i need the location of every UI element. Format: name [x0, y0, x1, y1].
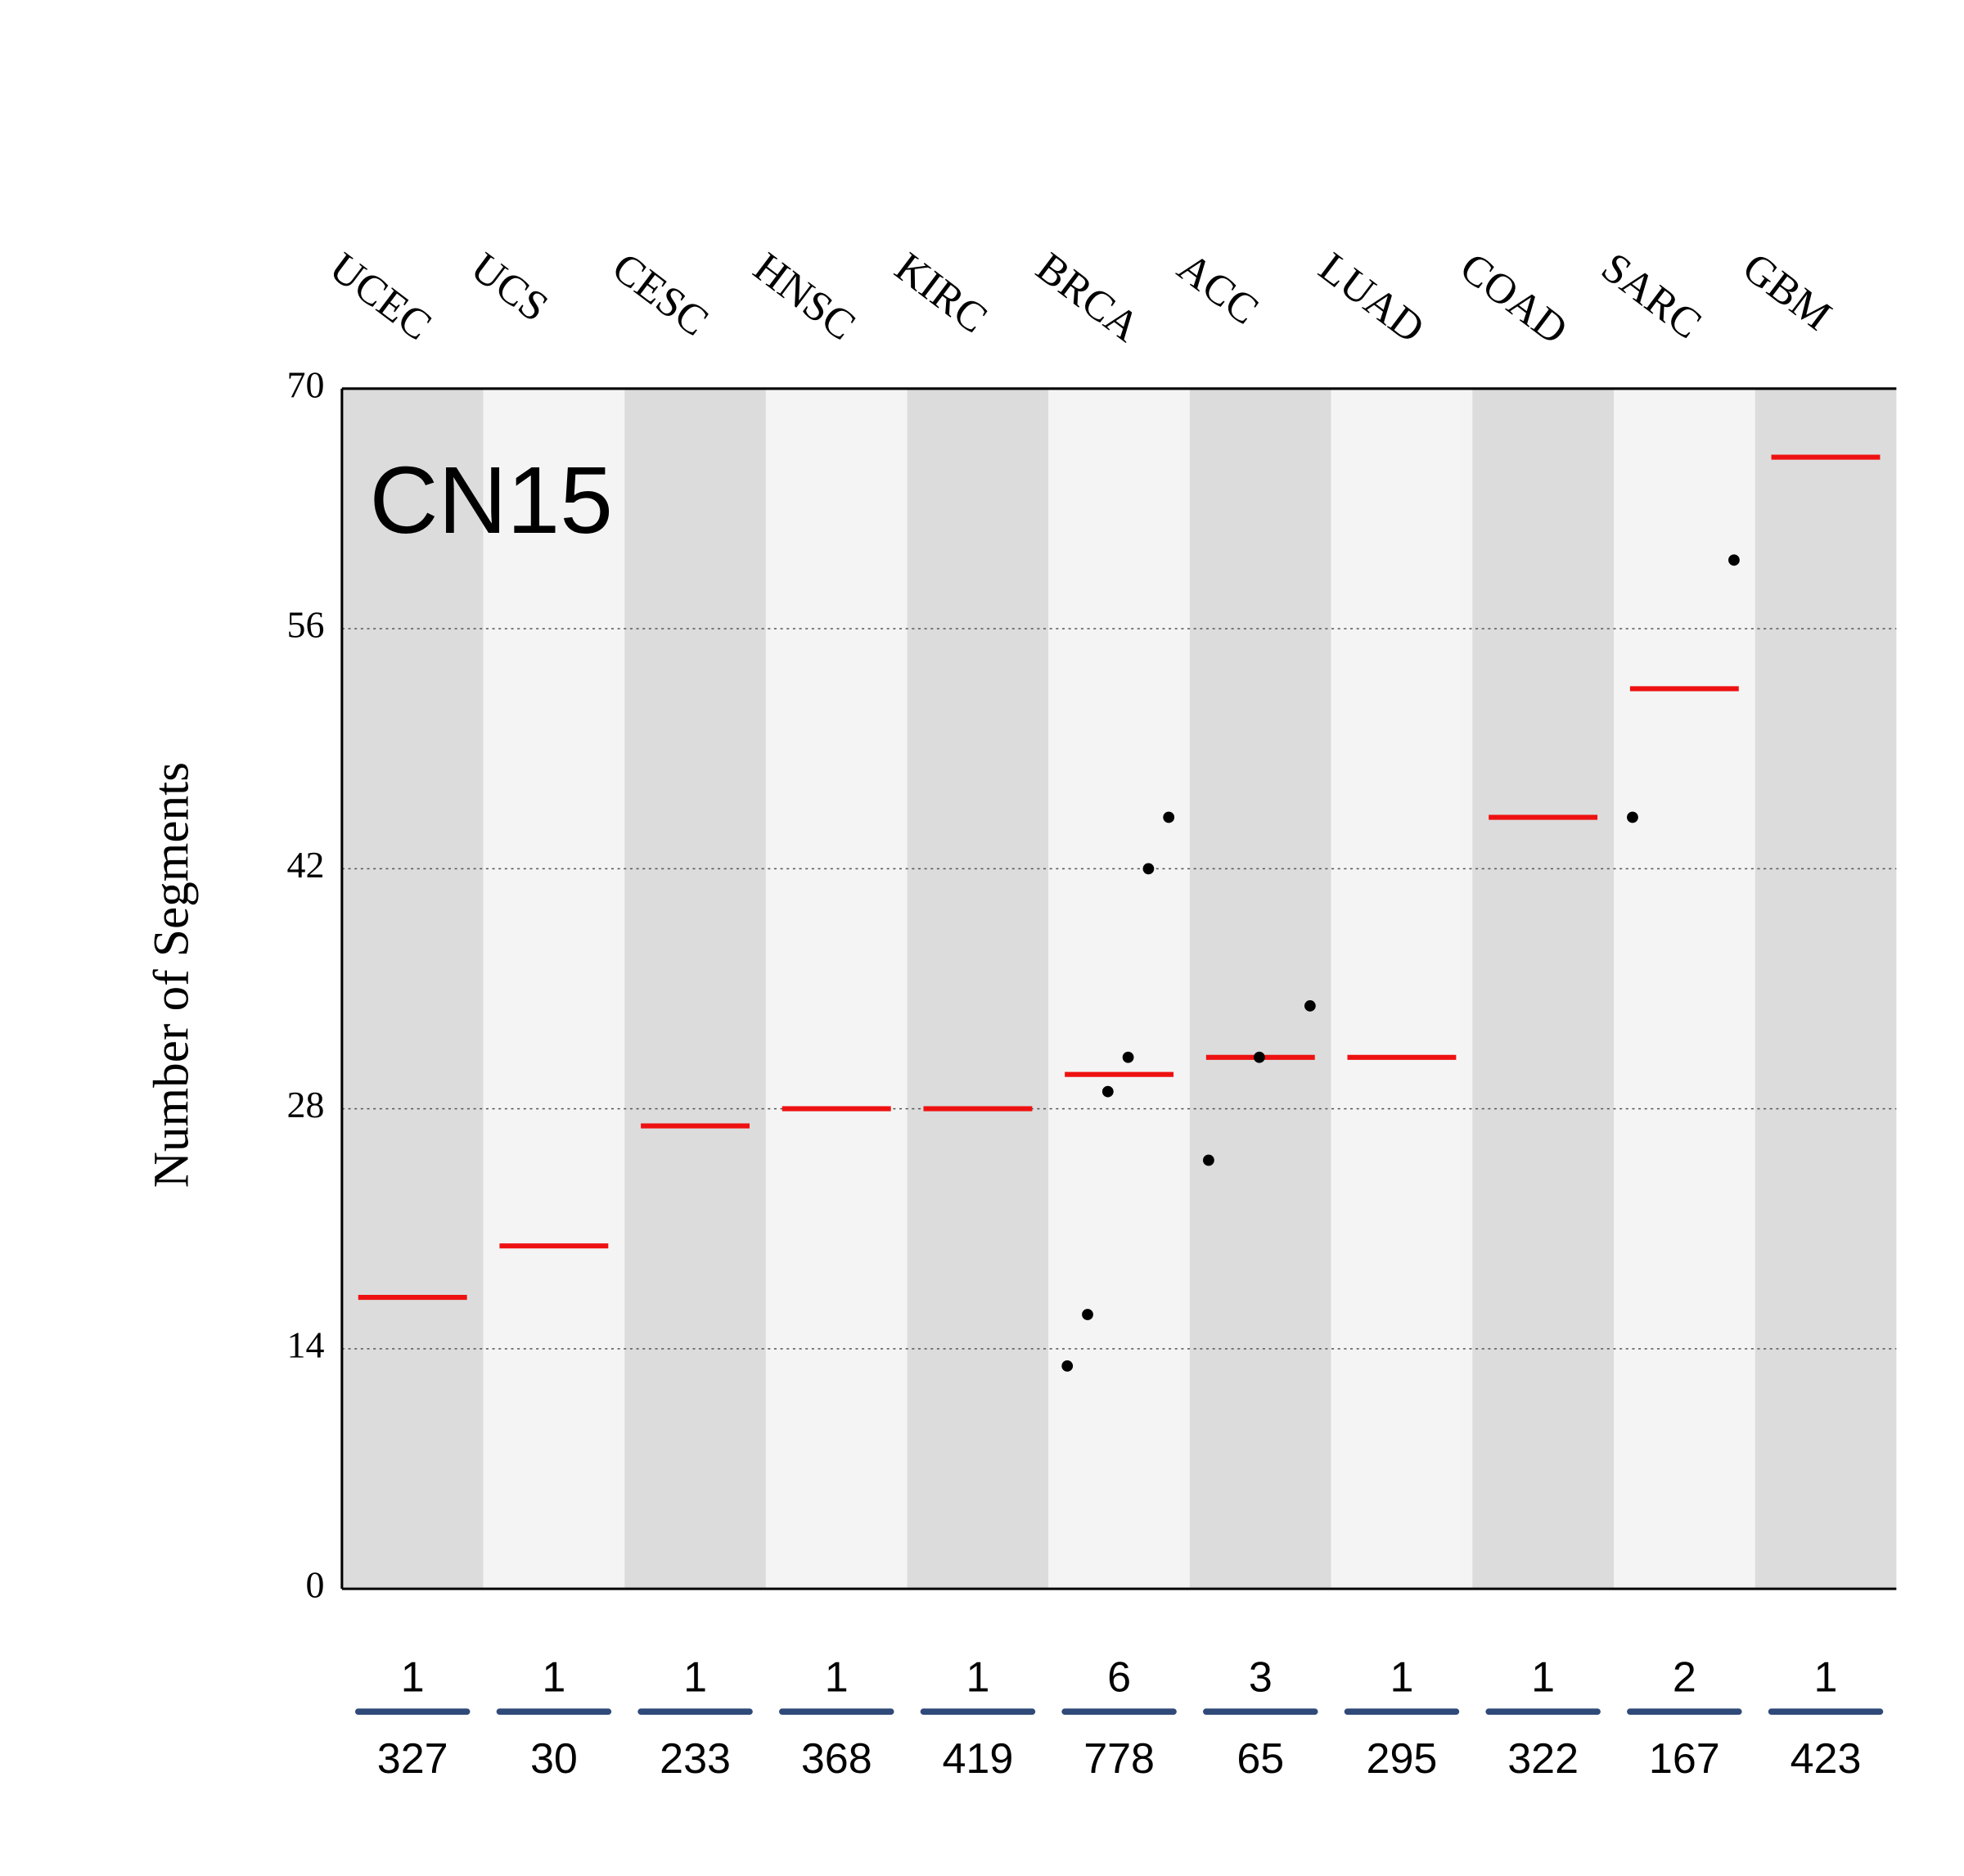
y-tick-label: 14 [287, 1324, 325, 1365]
y-tick-label: 56 [287, 604, 325, 646]
category-label: HNSC [745, 244, 863, 349]
y-tick-label: 0 [305, 1564, 324, 1606]
y-tick-label: 70 [287, 363, 325, 405]
count-label: 1 [966, 1654, 989, 1702]
total-label: 167 [1649, 1735, 1720, 1783]
column-band [907, 388, 1049, 1590]
count-label: 1 [1390, 1654, 1413, 1702]
total-label: 419 [943, 1735, 1014, 1783]
total-label: 368 [801, 1735, 872, 1783]
column-band [1613, 388, 1755, 1590]
column-band [1472, 388, 1614, 1590]
column-band [1048, 388, 1190, 1590]
count-label: 6 [1107, 1654, 1131, 1702]
column-band [765, 388, 908, 1590]
count-label: 1 [401, 1654, 425, 1702]
total-label: 327 [377, 1735, 448, 1783]
total-label: 295 [1367, 1735, 1438, 1783]
category-label: SARC [1592, 244, 1709, 348]
count-label: 1 [825, 1654, 849, 1702]
category-label: UCEC [321, 244, 439, 349]
y-tick-label: 42 [287, 844, 325, 886]
total-label: 423 [1791, 1735, 1862, 1783]
category-label: BRCA [1028, 244, 1149, 351]
category-label: LUAD [1310, 244, 1433, 352]
sample-dot [1163, 811, 1175, 823]
total-label: 233 [660, 1735, 731, 1783]
column-band [341, 388, 484, 1590]
column-band [1331, 388, 1473, 1590]
count-label: 2 [1673, 1654, 1696, 1702]
panel-label: CN15 [370, 447, 613, 553]
y-tick-label: 28 [287, 1084, 325, 1125]
total-label: 322 [1507, 1735, 1579, 1783]
total-label: 30 [530, 1735, 578, 1783]
sample-dot [1728, 554, 1740, 566]
category-label: GBM [1734, 244, 1840, 340]
category-label: UCS [462, 244, 556, 331]
column-band [624, 388, 766, 1590]
sample-dot [1061, 1360, 1074, 1372]
column-band [1755, 388, 1897, 1590]
count-label: 1 [683, 1654, 707, 1702]
y-axis-label: Number of Segments [144, 762, 200, 1188]
total-label: 778 [1083, 1735, 1155, 1783]
count-label: 1 [1531, 1654, 1555, 1702]
sample-dot [1101, 1085, 1114, 1098]
sample-dot [1142, 863, 1155, 875]
count-label: 1 [542, 1654, 565, 1702]
category-label: ACC [1169, 244, 1267, 334]
total-label: 65 [1237, 1735, 1284, 1783]
column-band [483, 388, 625, 1590]
sample-dot [1203, 1154, 1214, 1166]
sample-dot [1082, 1309, 1093, 1320]
sample-dot [1627, 811, 1638, 823]
sample-dot [1122, 1051, 1134, 1063]
category-label: CESC [604, 244, 717, 345]
column-band [1189, 388, 1331, 1590]
sample-dot [1304, 1000, 1316, 1012]
category-label: KIRC [886, 244, 996, 342]
sample-dot [1254, 1051, 1265, 1063]
count-label: 3 [1249, 1654, 1273, 1702]
category-label: COAD [1452, 244, 1576, 354]
count-label: 1 [1814, 1654, 1838, 1702]
